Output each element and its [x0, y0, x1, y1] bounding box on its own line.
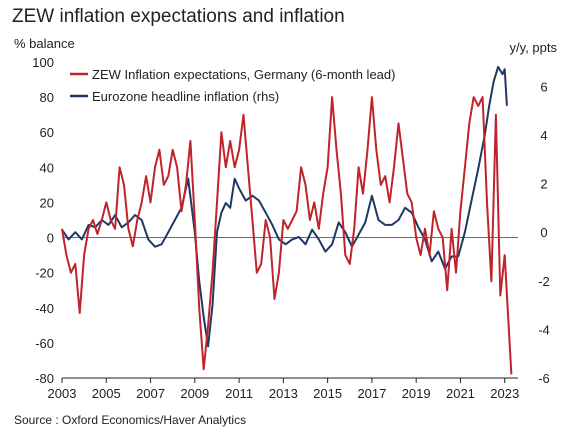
series-line-eurozone-inflation: [61, 65, 508, 348]
y-right-tick-label: -6: [538, 371, 550, 386]
y-right-tick-label: 6: [540, 79, 547, 94]
x-tick-label: 2023: [490, 386, 519, 401]
y-right-tick-label: -4: [538, 322, 550, 337]
series-line-zew: [61, 96, 513, 375]
right-axis-unit: y/y, ppts: [509, 40, 557, 55]
y-left-tick-label: 20: [40, 195, 54, 210]
x-tick-label: 2019: [402, 386, 431, 401]
y-right-tick-label: 4: [540, 128, 547, 143]
chart-title: ZEW inflation expectations and inflation: [12, 6, 345, 27]
x-tick-label: 2007: [136, 386, 165, 401]
y-left-tick-label: -40: [35, 301, 54, 316]
x-tick-label: 2005: [92, 386, 121, 401]
source-note: Source : Oxford Economics/Haver Analytic…: [14, 413, 247, 427]
y-right-tick-label: 2: [540, 177, 547, 192]
x-tick-label: 2013: [269, 386, 298, 401]
y-left-tick-label: 0: [47, 231, 54, 246]
y-left-tick-label: 40: [40, 160, 54, 175]
x-tick-label: 2017: [357, 386, 386, 401]
y-left-tick-label: -20: [35, 266, 54, 281]
left-axis-unit: % balance: [14, 36, 75, 51]
y-right-tick-label: 0: [540, 225, 547, 240]
x-tick-label: 2015: [313, 386, 342, 401]
series-lines: [61, 65, 513, 375]
x-tick-label: 2003: [48, 386, 77, 401]
legend-label: ZEW Inflation expectations, Germany (6-m…: [92, 67, 395, 82]
y-left-tick-label: 80: [40, 90, 54, 105]
x-tick-label: 2009: [180, 386, 209, 401]
x-tick-label: 2021: [446, 386, 475, 401]
y-left-tick-label: 100: [32, 55, 54, 70]
axes: 2003 2005 2007 2009 2011 2013 2015 2017 2019 2021…: [32, 55, 549, 401]
y-left-tick-label: 60: [40, 125, 54, 140]
y-right-tick-label: -2: [538, 274, 550, 289]
y-left-tick-label: -60: [35, 336, 54, 351]
y-left-tick-label: -80: [35, 371, 54, 386]
legend: ZEW Inflation expectations, Germany (6-m…: [70, 67, 395, 104]
x-tick-label: 2011: [225, 386, 253, 401]
legend-label: Eurozone headline inflation (rhs): [92, 89, 279, 104]
